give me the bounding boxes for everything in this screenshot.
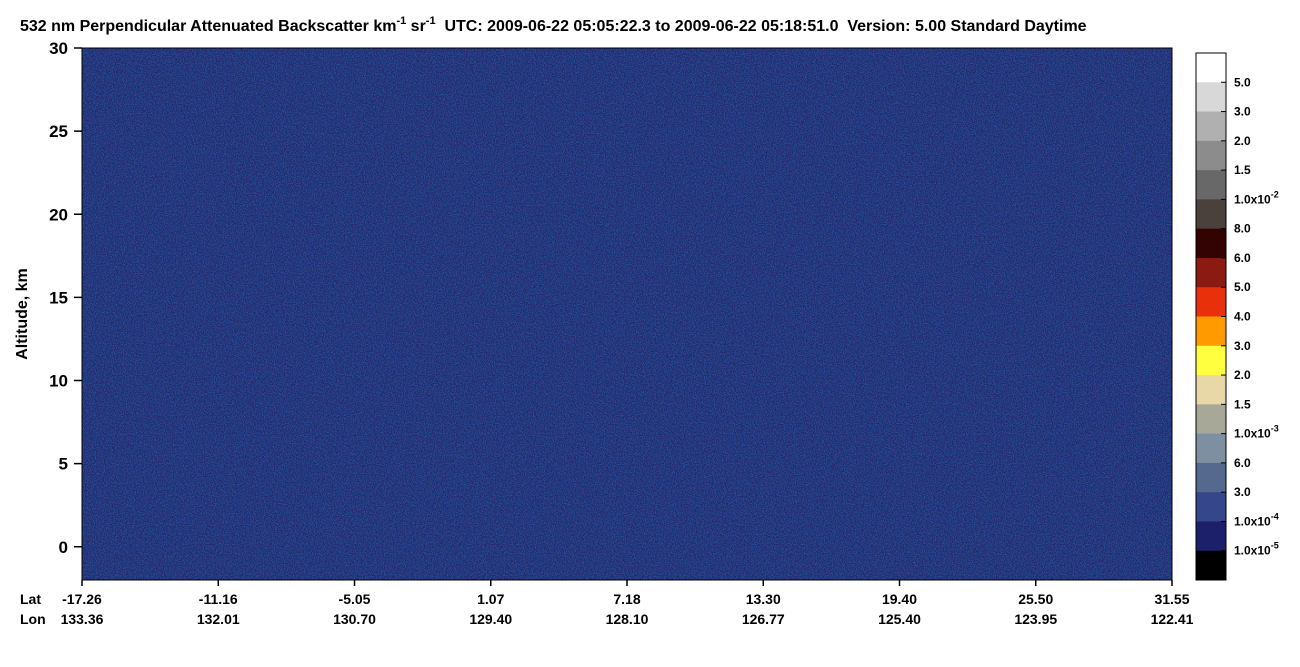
colorbar-label-base: 1.0x10 bbox=[1234, 544, 1271, 558]
colorbar-label-exponent: -2 bbox=[1271, 189, 1279, 199]
colorbar-swatch bbox=[1196, 53, 1226, 83]
colorbar-swatch bbox=[1196, 521, 1226, 552]
x-tick-label: 133.36 bbox=[61, 611, 104, 627]
colorbar-label-exponent: -3 bbox=[1271, 424, 1279, 434]
x-tick-label: 128.10 bbox=[606, 611, 649, 627]
colorbar-swatch bbox=[1196, 462, 1226, 493]
colorbar-label: 6.0 bbox=[1234, 251, 1251, 265]
x-tick-label: 126.77 bbox=[742, 611, 785, 627]
colorbar-label: 2.0 bbox=[1234, 134, 1251, 148]
colorbar-swatch bbox=[1196, 404, 1226, 435]
colorbar-label-base: 1.0x10 bbox=[1234, 514, 1271, 528]
x-row-name: Lon bbox=[20, 611, 46, 627]
x-tick-label: 7.18 bbox=[613, 591, 640, 607]
title-superscript: -1 bbox=[396, 15, 406, 27]
x-tick-label: 125.40 bbox=[878, 611, 921, 627]
colorbar-swatch bbox=[1196, 287, 1226, 317]
colorbar-label: 3.0 bbox=[1234, 339, 1251, 353]
colorbar-label: 1.0x10-3 bbox=[1234, 424, 1279, 441]
colorbar-swatch bbox=[1196, 550, 1226, 581]
colorbar-label: 2.0 bbox=[1234, 368, 1251, 382]
colorbar-swatch bbox=[1196, 82, 1226, 113]
y-tick-label: 25 bbox=[49, 122, 68, 141]
colorbar-label: 1.0x10-5 bbox=[1234, 541, 1279, 558]
x-tick-label: 132.01 bbox=[197, 611, 240, 627]
x-tick-label: 130.70 bbox=[333, 611, 376, 627]
x-row-name: Lat bbox=[20, 591, 41, 607]
y-tick-label: 20 bbox=[49, 205, 68, 224]
y-tick-label: 0 bbox=[59, 538, 68, 557]
colorbar-label-base: 1.0x10 bbox=[1234, 192, 1271, 206]
x-tick-label: -5.05 bbox=[339, 591, 371, 607]
title-part: 532 nm Perpendicular Attenuated Backscat… bbox=[20, 18, 396, 35]
colorbar-label: 1.0x10-4 bbox=[1234, 511, 1279, 528]
y-tick-label: 10 bbox=[49, 372, 68, 391]
y-axis-label: Altitude, km bbox=[14, 268, 31, 360]
x-tick-label: -17.26 bbox=[62, 591, 102, 607]
title-part: UTC: 2009-06-22 05:05:22.3 to 2009-06-22… bbox=[436, 18, 1087, 35]
x-tick-label: 1.07 bbox=[477, 591, 504, 607]
colorbar-swatch bbox=[1196, 199, 1226, 230]
colorbar-swatch bbox=[1196, 492, 1226, 522]
colorbar-swatch bbox=[1196, 111, 1226, 142]
chart-title: 532 nm Perpendicular Attenuated Backscat… bbox=[20, 15, 1087, 35]
y-tick-label: 30 bbox=[49, 39, 68, 58]
x-tick-label: 19.40 bbox=[882, 591, 917, 607]
title-superscript: -1 bbox=[426, 15, 436, 27]
x-tick-label: 122.41 bbox=[1151, 611, 1194, 627]
colorbar-label: 1.5 bbox=[1234, 397, 1251, 411]
colorbar-swatch bbox=[1196, 140, 1226, 171]
x-tick-label: 31.55 bbox=[1154, 591, 1189, 607]
colorbar-label: 1.0x10-2 bbox=[1234, 189, 1279, 206]
colorbar-label: 5.0 bbox=[1234, 280, 1251, 294]
colorbar-swatch bbox=[1196, 316, 1226, 347]
y-tick-label: 5 bbox=[59, 455, 68, 474]
colorbar-label: 5.0 bbox=[1234, 75, 1251, 89]
x-tick-label: 13.30 bbox=[746, 591, 781, 607]
y-tick-label: 15 bbox=[49, 288, 68, 307]
colorbar-label-exponent: -5 bbox=[1271, 541, 1279, 551]
colorbar-label-base: 1.0x10 bbox=[1234, 427, 1271, 441]
colorbar-swatch bbox=[1196, 228, 1226, 259]
x-tick-label: 129.40 bbox=[469, 611, 512, 627]
colorbar-label: 4.0 bbox=[1234, 310, 1251, 324]
colorbar-label: 6.0 bbox=[1234, 456, 1251, 470]
colorbar-swatch bbox=[1196, 170, 1226, 200]
colorbar-swatch bbox=[1196, 433, 1226, 464]
colorbar-label: 1.5 bbox=[1234, 163, 1251, 177]
colorbar-swatch bbox=[1196, 257, 1226, 288]
colorbar-label: 3.0 bbox=[1234, 485, 1251, 499]
backscatter-texture bbox=[82, 48, 1172, 580]
colorbar-label: 3.0 bbox=[1234, 105, 1251, 119]
colorbar-swatch bbox=[1196, 375, 1226, 405]
x-tick-label: 25.50 bbox=[1018, 591, 1053, 607]
title-part: sr bbox=[406, 18, 426, 35]
colorbar-swatch bbox=[1196, 345, 1226, 376]
x-tick-label: 123.95 bbox=[1014, 611, 1057, 627]
x-tick-label: -11.16 bbox=[199, 591, 238, 607]
colorbar-label-exponent: -4 bbox=[1271, 511, 1279, 521]
colorbar-label: 8.0 bbox=[1234, 222, 1251, 236]
